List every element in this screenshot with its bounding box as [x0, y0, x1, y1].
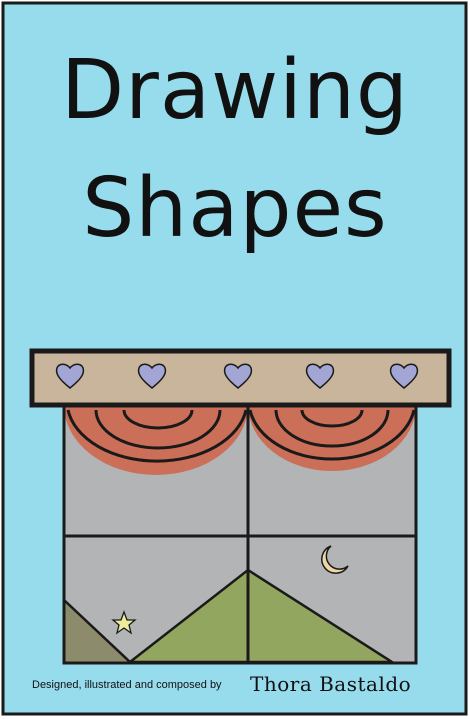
author-name: Thora Bastaldo: [250, 672, 412, 696]
heart-icon: [137, 363, 167, 389]
title-line-2: Shapes: [82, 161, 388, 256]
heart-icon: [223, 363, 253, 389]
pelmet-hearts: [55, 363, 419, 389]
crescent-moon-icon: [321, 545, 349, 574]
curtains: [64, 405, 416, 475]
heart-icon: [305, 363, 335, 389]
heart-icon: [55, 363, 85, 389]
star-icon: [111, 610, 137, 635]
title-line-1: Drawing: [61, 43, 409, 138]
credit-prefix: Designed, illustrated and composed by: [32, 679, 222, 691]
heart-icon: [389, 363, 419, 389]
